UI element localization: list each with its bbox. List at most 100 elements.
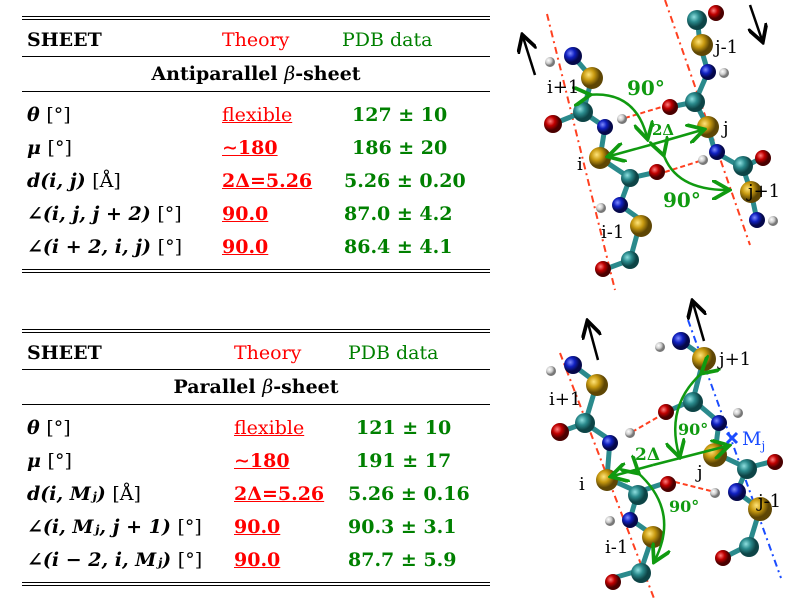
subtitle-suffix: -sheet bbox=[295, 63, 361, 85]
theory-value: ∼180 bbox=[222, 137, 278, 159]
pdb-value: 87.0 ± 4.2 bbox=[344, 203, 453, 225]
table-row: θ [°] flexible 121 ± 10 bbox=[22, 411, 490, 444]
theory-value: 90.0 bbox=[234, 549, 281, 571]
pdb-value: 121 ± 10 bbox=[356, 417, 452, 439]
rule bbox=[22, 56, 490, 57]
residue-label-j-minus-1: j-1 bbox=[713, 37, 738, 58]
pdb-value: 87.7 ± 5.9 bbox=[348, 549, 457, 571]
row-label: ∠(i − 2, i, Mⱼ) [°] bbox=[27, 549, 203, 571]
direction-arrow-up bbox=[523, 37, 535, 76]
bottom-rule bbox=[22, 582, 490, 586]
table-row: d(i, j) [Å] 2Δ=5.26 5.26 ± 0.20 bbox=[22, 164, 490, 197]
residue-label-i-minus-1: i-1 bbox=[601, 222, 624, 243]
residue-label-j-plus-1: j+1 bbox=[717, 349, 751, 370]
table-header: SHEET Theory PDB data bbox=[22, 20, 490, 56]
table-subtitle: Antiparallel β-sheet bbox=[22, 57, 490, 91]
table-row: ∠(i, j, j + 2) [°] 90.0 87.0 ± 4.2 bbox=[22, 197, 490, 230]
hbond bbox=[674, 481, 712, 492]
pdb-value: 191 ± 17 bbox=[356, 450, 452, 472]
table-subtitle: Parallel β-sheet bbox=[22, 370, 490, 404]
direction-arrow-down bbox=[750, 4, 762, 40]
distance-label: 2Δ bbox=[652, 121, 674, 139]
rule bbox=[22, 91, 490, 92]
pdb-value: 90.3 ± 3.1 bbox=[348, 516, 457, 538]
row-label: θ [°] bbox=[27, 417, 71, 439]
angle-arrow-bottom bbox=[663, 153, 727, 190]
table-row: μ [°] ∼180 186 ± 20 bbox=[22, 131, 490, 164]
pdb-value: 86.4 ± 4.1 bbox=[344, 236, 453, 258]
bottom-rule bbox=[22, 269, 490, 273]
theory-value: 2Δ=5.26 bbox=[222, 170, 313, 192]
residue-label-j-minus-1: j-1 bbox=[756, 491, 781, 512]
distance-label: 2Δ bbox=[635, 445, 660, 465]
hbond bbox=[631, 412, 666, 433]
distance-arrow bbox=[610, 145, 651, 156]
pdb-value: 186 ± 20 bbox=[352, 137, 448, 159]
subtitle-beta: β bbox=[262, 376, 274, 398]
residue-label-i: i bbox=[579, 474, 585, 495]
table-row: μ [°] ∼180 191 ± 17 bbox=[22, 444, 490, 477]
antiparallel-sheet-figure: 90° 2Δ 90° i+1 i i-1 j-1 j j+1 bbox=[505, 0, 780, 291]
row-label: ∠(i + 2, i, j) [°] bbox=[27, 236, 182, 258]
theory-value: ∼180 bbox=[234, 450, 290, 472]
header-sheet: SHEET bbox=[27, 29, 102, 51]
parallel-table: SHEET Theory PDB data Parallel β-sheet θ… bbox=[22, 329, 490, 586]
theory-value: 2Δ=5.26 bbox=[234, 483, 325, 505]
antiparallel-table: SHEET Theory PDB data Antiparallel β-she… bbox=[22, 16, 490, 273]
parallel-sheet-figure: Mj 90° 2Δ 90° i+1 i i-1 j+1 j j-1 bbox=[546, 295, 783, 601]
residue-label-i-plus-1: i+1 bbox=[549, 389, 581, 410]
theory-value: flexible bbox=[234, 417, 305, 439]
pdb-value: 5.26 ± 0.20 bbox=[344, 170, 466, 192]
strand-axis-i bbox=[546, 13, 616, 291]
row-label: μ [°] bbox=[27, 137, 72, 159]
direction-arrow-up bbox=[693, 303, 704, 342]
angle-label-bottom: 90° bbox=[669, 497, 699, 516]
angle-arrow-bottom bbox=[637, 472, 664, 560]
midpoint-label: Mj bbox=[742, 428, 765, 453]
row-label: d(i, Mⱼ) [Å] bbox=[27, 483, 141, 505]
distance-arrow bbox=[613, 465, 654, 476]
header-theory: Theory bbox=[222, 29, 290, 51]
table-row: ∠(i + 2, i, j) [°] 90.0 86.4 ± 4.1 bbox=[22, 230, 490, 263]
top-rule bbox=[22, 16, 490, 20]
angle-label-top: 90° bbox=[678, 420, 708, 439]
theory-value: 90.0 bbox=[234, 516, 281, 538]
table-row: ∠(i, Mⱼ, j + 1) [°] 90.0 90.3 ± 3.1 bbox=[22, 510, 490, 543]
header-theory: Theory bbox=[234, 342, 302, 364]
subtitle-beta: β bbox=[284, 63, 296, 85]
angle-arrow-top bbox=[588, 95, 647, 137]
header-pdb: PDB data bbox=[348, 342, 439, 364]
theory-value: flexible bbox=[222, 104, 293, 126]
residue-label-j: j bbox=[721, 118, 729, 139]
row-label: ∠(i, Mⱼ, j + 1) [°] bbox=[27, 516, 202, 538]
pdb-value: 127 ± 10 bbox=[352, 104, 448, 126]
residue-label-i-plus-1: i+1 bbox=[547, 77, 579, 98]
direction-arrow-up bbox=[588, 323, 598, 361]
strand-axis-j bbox=[664, 0, 751, 246]
table-header: SHEET Theory PDB data bbox=[22, 333, 490, 369]
angle-label-bottom: 90° bbox=[663, 188, 701, 212]
residue-label-i-minus-1: i-1 bbox=[605, 537, 628, 558]
header-pdb: PDB data bbox=[342, 29, 433, 51]
table-row: ∠(i − 2, i, Mⱼ) [°] 90.0 87.7 ± 5.9 bbox=[22, 543, 490, 576]
theory-value: 90.0 bbox=[222, 203, 269, 225]
rule bbox=[22, 369, 490, 370]
row-label: ∠(i, j, j + 2) [°] bbox=[27, 203, 182, 225]
midpoint-marker-icon bbox=[725, 431, 739, 445]
angle-arrow-top bbox=[675, 372, 703, 455]
rule bbox=[22, 404, 490, 405]
table-row: d(i, Mⱼ) [Å] 2Δ=5.26 5.26 ± 0.16 bbox=[22, 477, 490, 510]
residue-label-i: i bbox=[577, 154, 583, 175]
residue-label-j: j bbox=[695, 462, 703, 483]
residue-label-j-plus-1: j+1 bbox=[746, 181, 780, 202]
subtitle-prefix: Parallel bbox=[173, 376, 263, 398]
row-label: θ [°] bbox=[27, 104, 71, 126]
top-rule bbox=[22, 329, 490, 333]
atoms bbox=[544, 5, 778, 277]
pdb-value: 5.26 ± 0.16 bbox=[348, 483, 470, 505]
header-sheet: SHEET bbox=[27, 342, 102, 364]
row-label: d(i, j) [Å] bbox=[27, 170, 121, 192]
table-row: θ [°] flexible 127 ± 10 bbox=[22, 98, 490, 131]
row-label: μ [°] bbox=[27, 450, 72, 472]
subtitle-suffix: -sheet bbox=[273, 376, 339, 398]
